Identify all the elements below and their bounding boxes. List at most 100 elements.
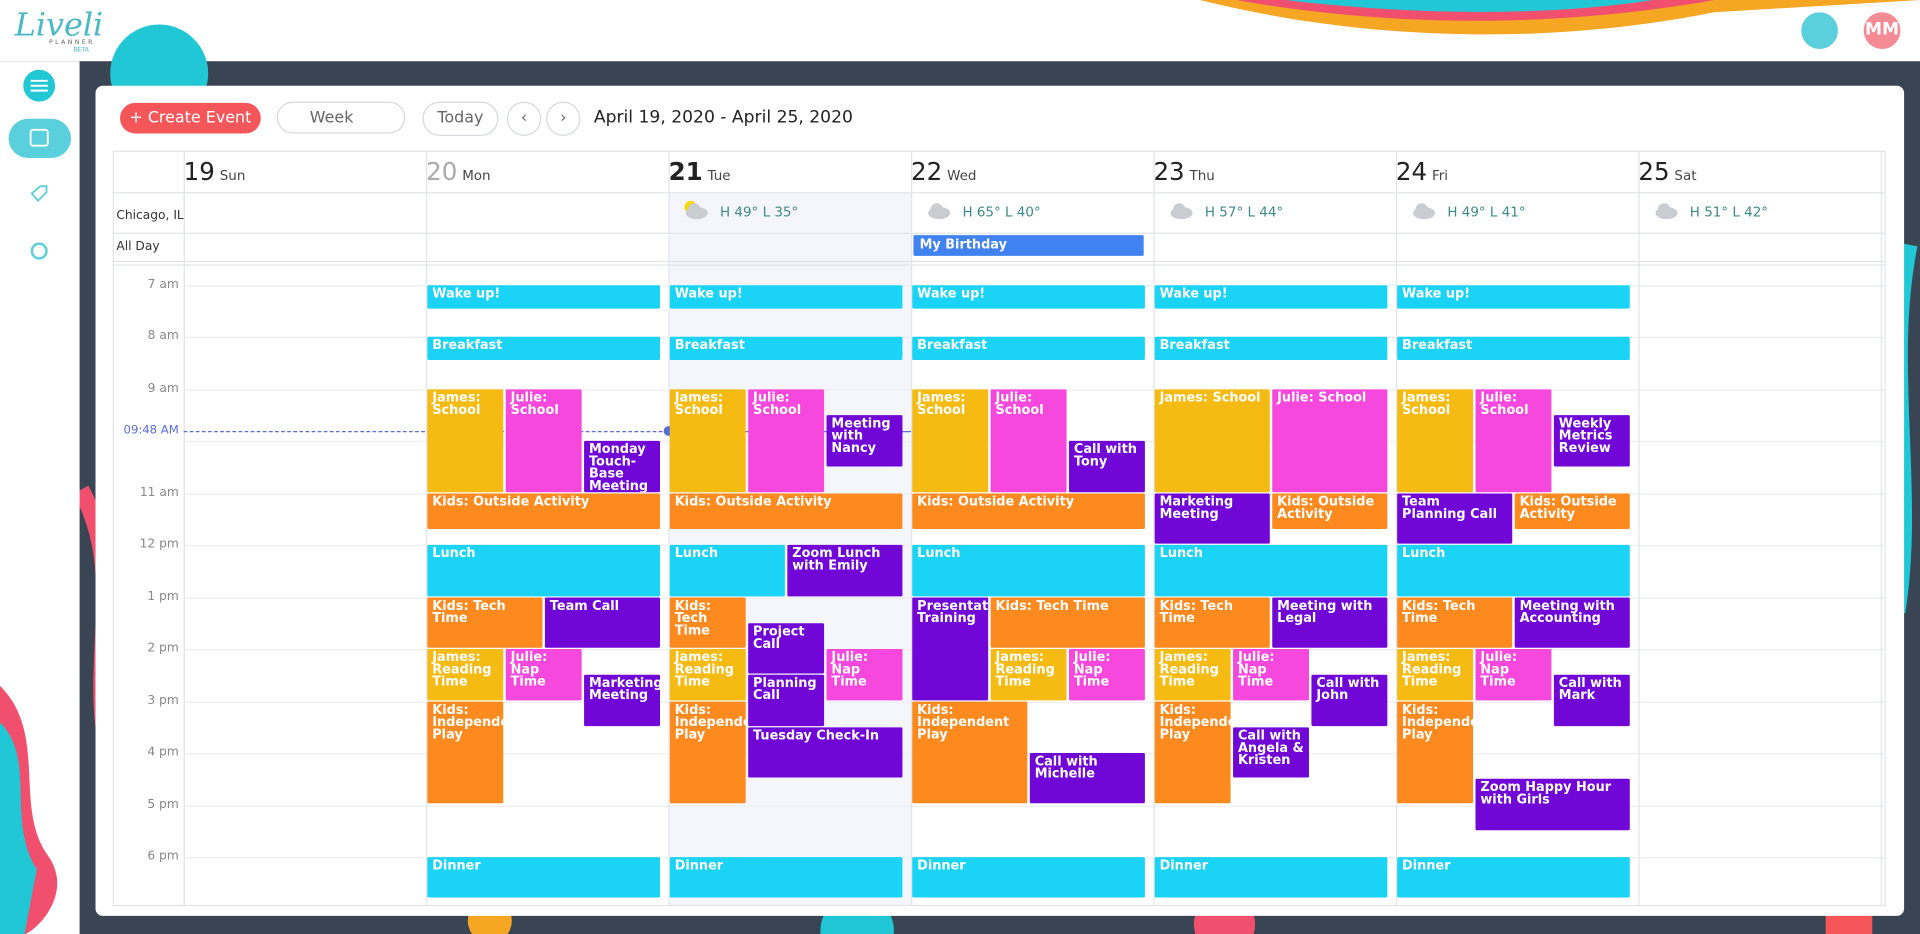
event[interactable]: Wake up! — [1397, 285, 1630, 309]
event[interactable]: Breakfast — [1154, 337, 1388, 361]
event-title: Wake up! — [917, 286, 986, 302]
event[interactable]: Dinner — [669, 857, 903, 898]
event[interactable]: Julie: School — [990, 389, 1067, 492]
event[interactable]: Tuesday Check-In — [748, 727, 903, 778]
event[interactable]: James: School — [912, 389, 989, 492]
event[interactable]: Kids: Tech Time — [990, 597, 1145, 648]
event[interactable]: Lunch — [912, 545, 1145, 596]
event[interactable]: Zoom Lunch with Emily — [787, 545, 903, 596]
event[interactable]: James: School — [1154, 389, 1270, 492]
event[interactable]: Julie: Nap Time — [505, 649, 582, 700]
event-title: Lunch — [917, 546, 961, 562]
event[interactable]: Dinner — [1397, 857, 1630, 898]
event[interactable]: Lunch — [1154, 545, 1388, 596]
event[interactable]: Breakfast — [912, 337, 1145, 361]
event[interactable]: Project Call — [748, 623, 825, 674]
event-title: Lunch — [1402, 546, 1446, 562]
avatar[interactable]: MM — [1864, 19, 1900, 40]
event[interactable]: Wake up! — [1154, 285, 1388, 309]
weather-icon — [1170, 203, 1193, 220]
event[interactable]: Call with Mark — [1553, 675, 1630, 726]
event[interactable]: James: School — [427, 389, 504, 492]
event[interactable]: Julie: School — [505, 389, 582, 492]
event[interactable]: Lunch — [427, 545, 661, 596]
prev-button[interactable]: ‹ — [506, 101, 542, 136]
event[interactable]: Julie: Nap Time — [826, 649, 903, 700]
event[interactable]: Dinner — [912, 857, 1145, 898]
day-header: 19 Sun — [184, 157, 246, 186]
event[interactable]: Kids: Outside Activity — [427, 493, 661, 530]
event[interactable]: Kids: Tech Time — [427, 597, 543, 648]
day-number: 19 — [183, 156, 215, 187]
event[interactable]: Julie: Nap Time — [1475, 649, 1552, 700]
event-title: Wake up! — [432, 286, 501, 302]
time-column-line — [183, 192, 185, 907]
next-button[interactable]: › — [546, 101, 581, 136]
event-title: Lunch — [674, 546, 718, 562]
event[interactable]: Julie: Nap Time — [1068, 649, 1145, 700]
event[interactable]: Kids: Independent Play — [427, 701, 504, 804]
event[interactable]: Kids: Independent Play — [669, 701, 746, 804]
event-title: Kids: Independent Play — [674, 702, 746, 742]
event[interactable]: James: Reading Time — [1154, 649, 1231, 700]
event[interactable]: Team Planning Call — [1397, 493, 1513, 544]
event[interactable]: Marketing Meeting — [584, 675, 661, 726]
event[interactable]: James: Reading Time — [1397, 649, 1474, 700]
event[interactable]: Kids: Outside Activity — [912, 493, 1145, 530]
event[interactable]: Zoom Happy Hour with Girls — [1475, 779, 1630, 830]
event[interactable]: James: School — [1397, 389, 1474, 492]
event[interactable]: Wake up! — [669, 285, 903, 309]
event[interactable]: Team Call — [544, 597, 661, 648]
event[interactable]: Presentation Training — [912, 597, 989, 700]
event[interactable]: Breakfast — [1397, 337, 1630, 361]
event[interactable]: James: Reading Time — [427, 649, 504, 700]
event[interactable]: Julie: School — [1475, 389, 1552, 492]
event[interactable]: Wake up! — [912, 285, 1145, 309]
event[interactable]: Call with John — [1311, 675, 1388, 726]
event[interactable]: Julie: School — [1272, 389, 1388, 492]
google-calendar[interactable]: 31 — [1775, 110, 1796, 129]
event[interactable]: Julie: Nap Time — [1233, 649, 1309, 700]
event[interactable]: Weekly Metrics Review — [1553, 415, 1630, 466]
event[interactable]: Meeting with Legal — [1272, 597, 1388, 648]
event[interactable]: Lunch — [1397, 545, 1630, 596]
event[interactable]: Monday Touch-Base Meeting — [584, 441, 661, 492]
event-title: Kids: Outside Activity — [1277, 494, 1375, 522]
event-title: James: Reading Time — [995, 650, 1055, 690]
event[interactable]: Kids: Independent Play — [912, 701, 1028, 804]
event[interactable]: Breakfast — [427, 337, 661, 361]
event[interactable]: Kids: Tech Time — [1397, 597, 1513, 648]
event[interactable]: Dinner — [1154, 857, 1388, 898]
all-day-event: My Birthday — [913, 235, 1144, 256]
event[interactable]: Call with Michelle — [1029, 753, 1145, 804]
event[interactable]: Meeting with Accounting — [1514, 597, 1630, 648]
logo: Liveli — [14, 7, 104, 45]
event[interactable]: Kids: Independent Play — [1154, 701, 1231, 804]
create-event-label: Create Event — [147, 108, 252, 128]
today-button[interactable]: Today — [422, 101, 499, 136]
event[interactable]: Wake up! — [427, 285, 661, 309]
frame — [112, 150, 1886, 907]
event[interactable]: Breakfast — [669, 337, 903, 361]
event[interactable]: Kids: Outside Activity — [669, 493, 903, 530]
event[interactable]: Kids: Independent Play — [1397, 701, 1474, 804]
create-event-button[interactable]: + Create Event — [120, 102, 261, 134]
event[interactable]: James: School — [669, 389, 746, 492]
event[interactable]: Call with Tony — [1068, 441, 1145, 492]
event[interactable]: Dinner — [427, 857, 661, 898]
event[interactable]: James: Reading Time — [669, 649, 746, 700]
time-label: 6 pm — [147, 849, 179, 864]
event[interactable]: Julie: School — [748, 389, 825, 492]
event[interactable]: Meeting with Nancy — [826, 415, 903, 466]
event[interactable]: Marketing Meeting — [1154, 493, 1270, 544]
event[interactable]: Kids: Outside Activity — [1272, 493, 1388, 530]
event-title: Meeting with Nancy — [831, 416, 891, 456]
event[interactable]: Planning Call — [748, 675, 825, 726]
view-select[interactable]: Week — [276, 101, 406, 134]
event[interactable]: Kids: Tech Time — [1154, 597, 1270, 648]
event[interactable]: Call with Angela & Kristen — [1233, 727, 1309, 778]
event[interactable]: Kids: Tech Time — [669, 597, 746, 648]
event[interactable]: Kids: Outside Activity — [1514, 493, 1630, 530]
event[interactable]: Lunch — [669, 545, 785, 596]
event[interactable]: James: Reading Time — [990, 649, 1067, 700]
